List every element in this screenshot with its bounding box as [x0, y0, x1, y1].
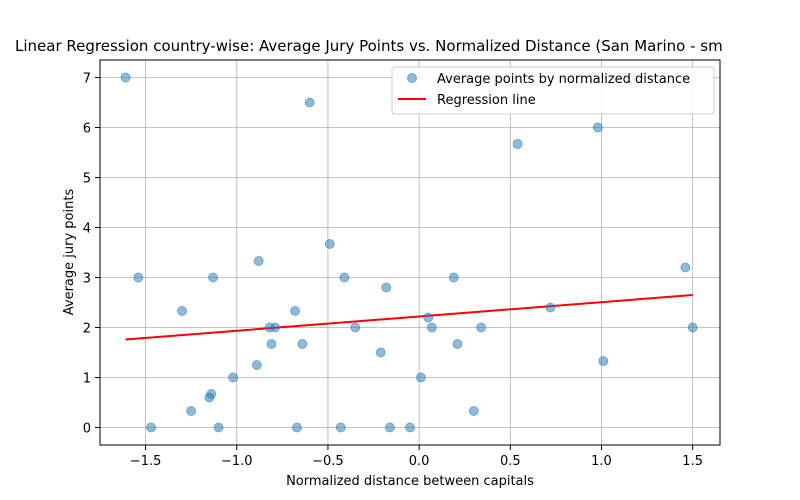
scatter-point — [687, 322, 698, 333]
scatter-point — [324, 239, 335, 249]
scatter-point — [297, 339, 308, 349]
regression-line-group — [125, 294, 693, 341]
y-axis-ticks: 0 1 2 3 4 5 6 7 — [83, 72, 100, 437]
scatter-point — [290, 306, 301, 316]
x-tick-label: −1.0 — [221, 454, 253, 469]
scatter-point — [592, 122, 603, 133]
x-tick-label: 1.5 — [682, 454, 703, 469]
y-axis-label: Average jury points — [62, 189, 77, 316]
scatter-point — [186, 406, 197, 416]
scatter-point — [476, 322, 487, 333]
scatter-point — [426, 322, 437, 333]
scatter-point — [251, 360, 262, 370]
scatter-point — [206, 389, 217, 399]
legend-box — [391, 66, 715, 115]
y-tick-label: 4 — [83, 222, 91, 237]
x-tick-label: 1.0 — [591, 454, 612, 469]
scatter-point — [304, 97, 315, 108]
y-tick-label: 6 — [83, 122, 91, 137]
scatter-point — [253, 256, 264, 266]
scatter-point — [208, 272, 219, 283]
scatter-point — [381, 282, 392, 293]
legend-label-line: Regression line — [437, 93, 536, 108]
chart-title: Linear Regression country-wise: Average … — [15, 37, 723, 55]
scatter-point — [266, 339, 277, 349]
scatter-point — [213, 422, 224, 433]
scatter-point — [423, 312, 434, 323]
scatter-point — [177, 306, 188, 316]
y-tick-label: 2 — [83, 322, 91, 337]
x-axis-label: Normalized distance between capitals — [286, 474, 534, 489]
scatter-point — [452, 339, 463, 349]
scatter-point — [133, 272, 144, 283]
plot-frame — [99, 59, 721, 446]
legend-label-points: Average points by normalized distance — [437, 72, 690, 87]
y-tick-label: 7 — [83, 72, 91, 87]
y-tick-label: 3 — [83, 272, 91, 287]
x-tick-label: 0.0 — [409, 454, 430, 469]
scatter-point — [375, 347, 386, 358]
y-tick-label: 0 — [83, 422, 91, 437]
legend-point-marker — [407, 73, 417, 83]
scatter-point — [228, 372, 239, 383]
scatter-point — [512, 139, 523, 149]
scatter-point — [468, 406, 479, 416]
scatter-point — [350, 322, 361, 333]
scatter-point — [384, 422, 395, 433]
x-tick-label: −0.5 — [312, 454, 344, 469]
scatter-point — [545, 302, 556, 313]
scatter-point — [405, 422, 415, 433]
scatter-point — [448, 272, 459, 283]
scatter-point — [270, 322, 281, 333]
scatter-point — [335, 422, 346, 433]
scatter-point — [291, 422, 302, 433]
y-tick-label: 1 — [83, 372, 91, 387]
x-axis-ticks: −1.5 −1.0 −0.5 0.0 0.5 1.0 1.5 — [130, 445, 703, 469]
scatter-points — [120, 72, 698, 433]
x-tick-label: −1.5 — [130, 454, 162, 469]
legend: Average points by normalized distance Re… — [391, 66, 715, 115]
scatter-point — [598, 356, 609, 366]
scatter-point — [146, 422, 157, 433]
grid — [100, 60, 720, 445]
scatter-point — [680, 262, 691, 273]
x-tick-label: 0.5 — [500, 454, 521, 469]
y-tick-label: 5 — [83, 172, 91, 187]
scatter-point — [415, 372, 426, 383]
scatter-point — [120, 72, 131, 83]
scatter-point — [339, 272, 350, 283]
regression-line — [125, 294, 693, 341]
